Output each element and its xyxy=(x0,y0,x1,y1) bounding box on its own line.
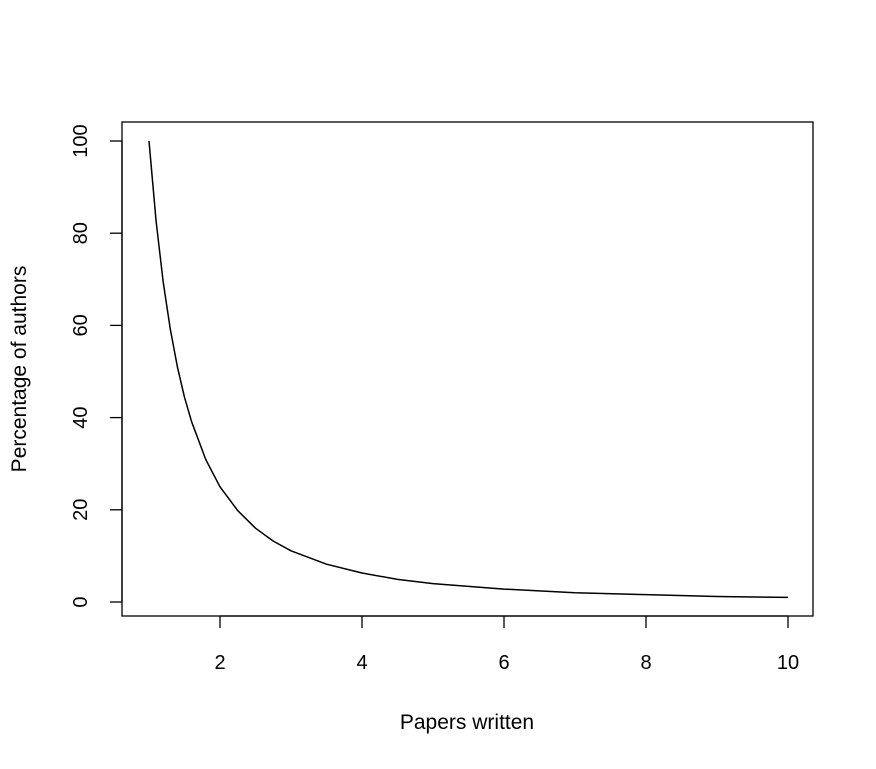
x-tick-label: 10 xyxy=(777,652,799,674)
y-tick-label: 20 xyxy=(70,499,92,521)
y-axis: 0 20 40 60 80 100 xyxy=(70,124,123,608)
x-tick-label: 8 xyxy=(640,652,651,674)
y-tick-label: 40 xyxy=(70,406,92,428)
x-tick-label: 2 xyxy=(214,652,225,674)
plot-frame xyxy=(121,121,814,617)
x-axis-title: Papers written xyxy=(400,711,534,734)
x-tick-label: 4 xyxy=(356,652,367,674)
y-tick-label: 60 xyxy=(70,314,92,336)
x-axis: 2 4 6 8 10 xyxy=(214,615,799,674)
x-tick-label: 6 xyxy=(498,652,509,674)
y-tick-label: 0 xyxy=(70,596,92,607)
series-layer xyxy=(148,140,789,599)
y-tick-label: 100 xyxy=(70,124,92,157)
series-line xyxy=(148,140,789,599)
y-tick-label: 80 xyxy=(70,222,92,244)
y-axis-title: Percentage of authors xyxy=(8,266,31,473)
